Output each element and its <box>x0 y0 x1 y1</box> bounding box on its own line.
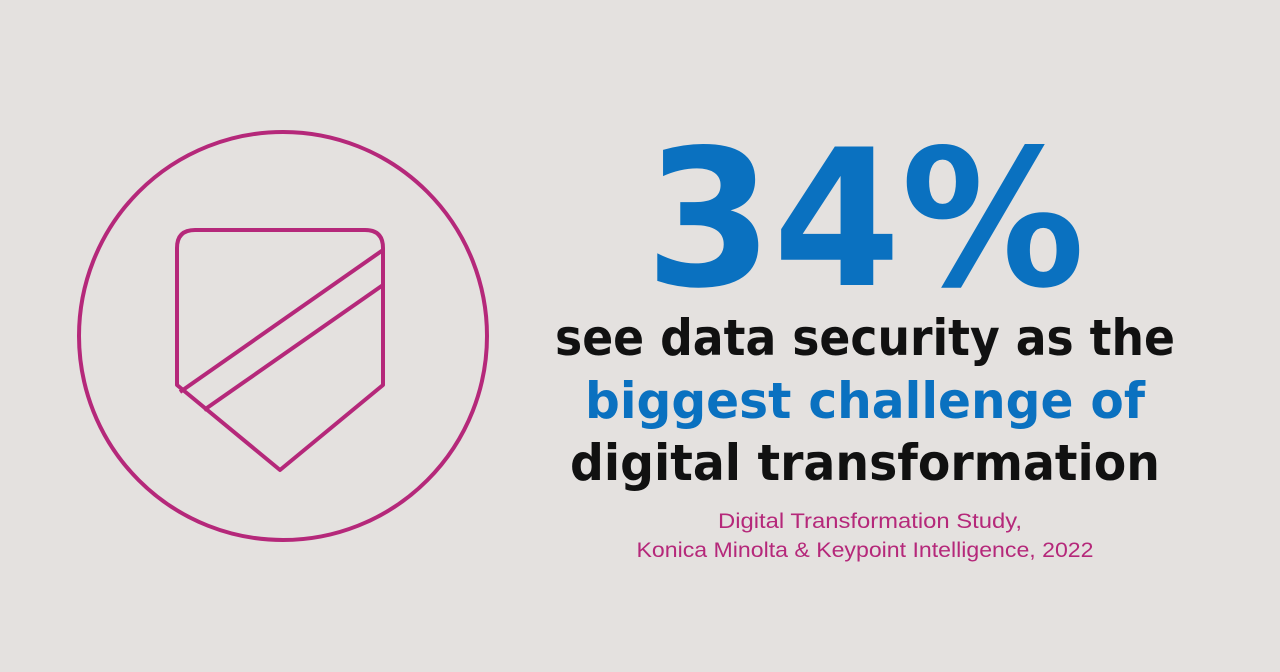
shield-icon <box>77 130 489 542</box>
shield-stripe <box>202 283 385 412</box>
stat: 34% <box>645 109 1085 330</box>
shield <box>175 228 385 472</box>
statement-line: see data security as the <box>555 309 1175 367</box>
shield-stripe <box>178 248 385 394</box>
icon-circle <box>77 130 489 542</box>
source-line: Konica Minolta & Keypoint Intelligence, … <box>637 539 1094 562</box>
statement-line: digital transformation <box>570 434 1160 492</box>
source-line: Digital Transformation Study, <box>718 510 1022 533</box>
statement-line: biggest challenge of <box>585 372 1146 430</box>
